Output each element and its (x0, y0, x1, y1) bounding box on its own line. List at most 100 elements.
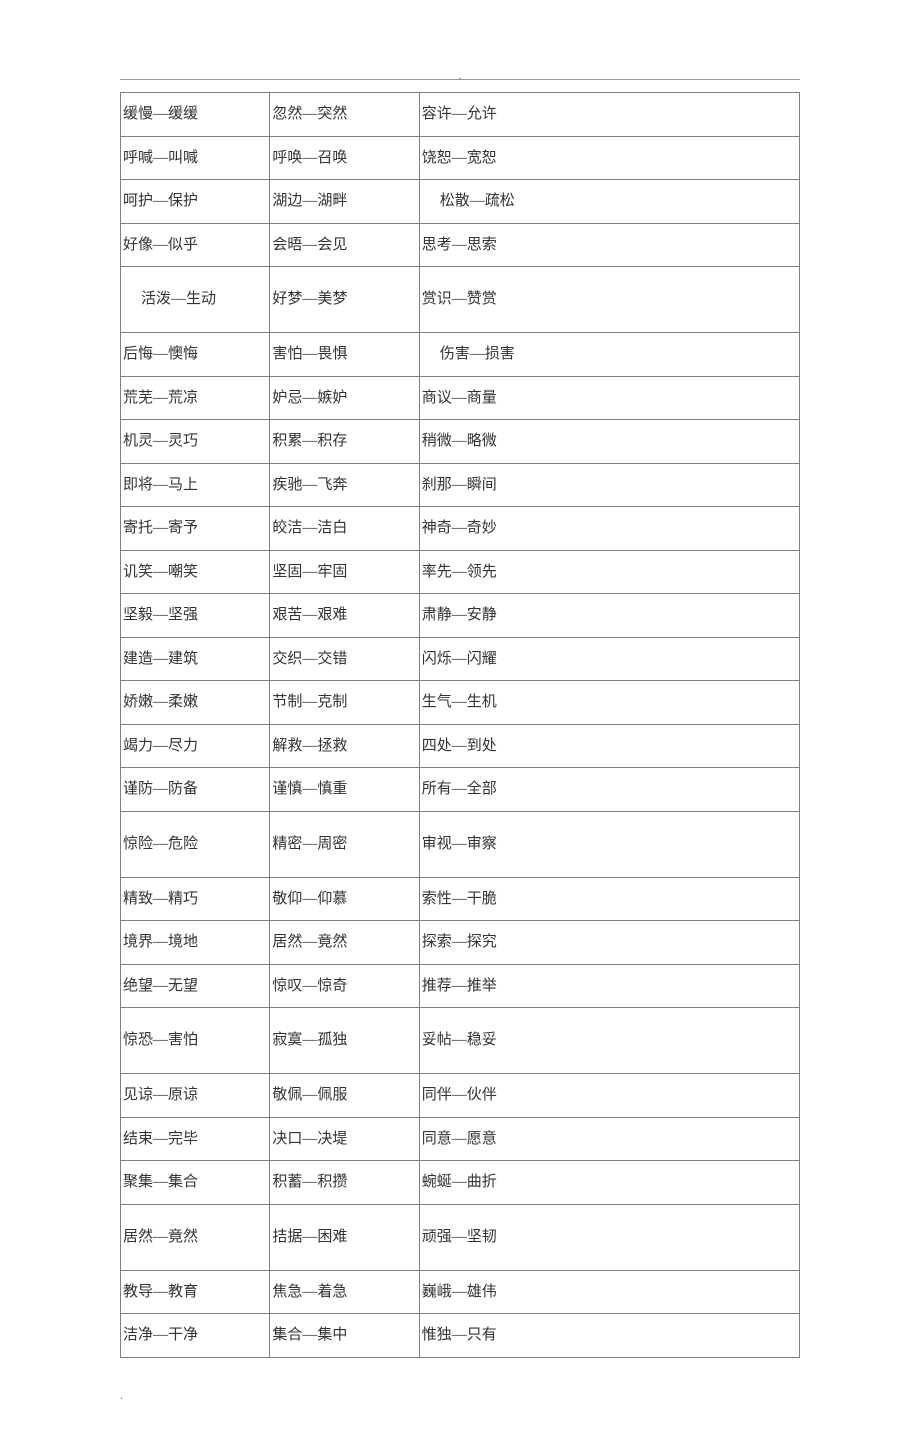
table-row: 惊险—危险精密—周密审视—审察 (121, 811, 800, 877)
table-cell: 稍微—略微 (419, 420, 799, 464)
table-cell: 精密—周密 (270, 811, 419, 877)
table-cell: 湖边—湖畔 (270, 180, 419, 224)
table-cell: 饶恕—宽恕 (419, 136, 799, 180)
table-row: 讥笑—嘲笑坚固—牢固率先—领先 (121, 550, 800, 594)
table-row: 缓慢—缓缓忽然—突然容许—允许 (121, 93, 800, 137)
table-row: 寄托—寄予皎洁—洁白神奇—奇妙 (121, 507, 800, 551)
table-cell: 绝望—无望 (121, 964, 270, 1008)
table-cell: 娇嫩—柔嫩 (121, 681, 270, 725)
table-cell: 即将—马上 (121, 463, 270, 507)
table-cell: 居然—竟然 (270, 921, 419, 965)
table-row: 结束—完毕决口—决堤同意—愿意 (121, 1117, 800, 1161)
table-cell: 妒忌—嫉妒 (270, 376, 419, 420)
table-cell: 呼喊—叫喊 (121, 136, 270, 180)
table-row: 即将—马上疾驰—飞奔刹那—瞬间 (121, 463, 800, 507)
table-row: 精致—精巧敬仰—仰慕索性—干脆 (121, 877, 800, 921)
table-cell: 忽然—突然 (270, 93, 419, 137)
table-row: 后悔—懊悔害怕—畏惧伤害—损害 (121, 333, 800, 377)
table-cell: 审视—审察 (419, 811, 799, 877)
table-cell: 伤害—损害 (419, 333, 799, 377)
cell-text: 松散—疏松 (422, 190, 515, 213)
table-cell: 寄托—寄予 (121, 507, 270, 551)
table-cell: 积累—积存 (270, 420, 419, 464)
table-cell: 呵护—保护 (121, 180, 270, 224)
table-cell: 巍峨—雄伟 (419, 1270, 799, 1314)
table-cell: 惊恐—害怕 (121, 1008, 270, 1074)
table-cell: 建造—建筑 (121, 637, 270, 681)
table-cell: 同意—愿意 (419, 1117, 799, 1161)
table-cell: 刹那—瞬间 (419, 463, 799, 507)
page-footer: . (120, 1388, 800, 1403)
table-cell: 生气—生机 (419, 681, 799, 725)
table-row: 呵护—保护湖边—湖畔松散—疏松 (121, 180, 800, 224)
table-cell: 解救—拯救 (270, 724, 419, 768)
table-cell: 惟独—只有 (419, 1314, 799, 1358)
table-cell: 谨慎—慎重 (270, 768, 419, 812)
table-cell: 敬仰—仰慕 (270, 877, 419, 921)
table-row: 洁净—干净集合—集中惟独—只有 (121, 1314, 800, 1358)
table-row: 见谅—原谅敬佩—佩服同伴—伙伴 (121, 1074, 800, 1118)
table-row: 聚集—集合积蓄—积攒蜿蜒—曲折 (121, 1161, 800, 1205)
table-cell: 惊叹—惊奇 (270, 964, 419, 1008)
table-cell: 积蓄—积攒 (270, 1161, 419, 1205)
table-cell: 皎洁—洁白 (270, 507, 419, 551)
table-cell: 机灵—灵巧 (121, 420, 270, 464)
table-cell: 精致—精巧 (121, 877, 270, 921)
table-row: 荒芜—荒凉妒忌—嫉妒商议—商量 (121, 376, 800, 420)
table-cell: 焦急—着急 (270, 1270, 419, 1314)
table-cell: 拮据—困难 (270, 1204, 419, 1270)
table-cell: 呼唤—召唤 (270, 136, 419, 180)
table-cell: 讥笑—嘲笑 (121, 550, 270, 594)
table-cell: 所有—全部 (419, 768, 799, 812)
table-row: 机灵—灵巧积累—积存稍微—略微 (121, 420, 800, 464)
table-row: 呼喊—叫喊呼唤—召唤饶恕—宽恕 (121, 136, 800, 180)
table-cell: 结束—完毕 (121, 1117, 270, 1161)
table-cell: 顽强—坚韧 (419, 1204, 799, 1270)
table-row: 教导—教育焦急—着急巍峨—雄伟 (121, 1270, 800, 1314)
table-cell: 肃静—安静 (419, 594, 799, 638)
table-cell: 坚固—牢固 (270, 550, 419, 594)
table-row: 好像—似乎会晤—会见思考—思索 (121, 223, 800, 267)
footer-dot: . (120, 1388, 123, 1402)
table-cell: 后悔—懊悔 (121, 333, 270, 377)
table-cell: 决口—决堤 (270, 1117, 419, 1161)
table-cell: 惊险—危险 (121, 811, 270, 877)
table-row: 惊恐—害怕寂寞—孤独妥帖—稳妥 (121, 1008, 800, 1074)
table-cell: 蜿蜒—曲折 (419, 1161, 799, 1205)
table-cell: 探索—探究 (419, 921, 799, 965)
table-row: 竭力—尽力解救—拯救四处—到处 (121, 724, 800, 768)
synonym-table: 缓慢—缓缓忽然—突然容许—允许呼喊—叫喊呼唤—召唤饶恕—宽恕呵护—保护湖边—湖畔… (120, 92, 800, 1358)
table-cell: 教导—教育 (121, 1270, 270, 1314)
table-cell: 妥帖—稳妥 (419, 1008, 799, 1074)
table-row: 谨防—防备谨慎—慎重所有—全部 (121, 768, 800, 812)
page-header: . (120, 60, 800, 80)
table-cell: 闪烁—闪耀 (419, 637, 799, 681)
table-cell: 见谅—原谅 (121, 1074, 270, 1118)
table-cell: 同伴—伙伴 (419, 1074, 799, 1118)
table-cell: 居然—竟然 (121, 1204, 270, 1270)
table-row: 娇嫩—柔嫩节制—克制生气—生机 (121, 681, 800, 725)
table-row: 建造—建筑交织—交错闪烁—闪耀 (121, 637, 800, 681)
table-cell: 竭力—尽力 (121, 724, 270, 768)
table-cell: 神奇—奇妙 (419, 507, 799, 551)
table-body: 缓慢—缓缓忽然—突然容许—允许呼喊—叫喊呼唤—召唤饶恕—宽恕呵护—保护湖边—湖畔… (121, 93, 800, 1358)
header-dot: . (459, 68, 462, 83)
table-cell: 四处—到处 (419, 724, 799, 768)
table-cell: 赏识—赞赏 (419, 267, 799, 333)
table-cell: 缓慢—缓缓 (121, 93, 270, 137)
table-cell: 节制—克制 (270, 681, 419, 725)
table-row: 活泼—生动好梦—美梦赏识—赞赏 (121, 267, 800, 333)
table-cell: 率先—领先 (419, 550, 799, 594)
table-cell: 境界—境地 (121, 921, 270, 965)
cell-text: 伤害—损害 (422, 343, 515, 366)
table-cell: 好像—似乎 (121, 223, 270, 267)
table-row: 居然—竟然拮据—困难顽强—坚韧 (121, 1204, 800, 1270)
table-cell: 会晤—会见 (270, 223, 419, 267)
table-cell: 集合—集中 (270, 1314, 419, 1358)
table-cell: 松散—疏松 (419, 180, 799, 224)
table-cell: 容许—允许 (419, 93, 799, 137)
table-row: 境界—境地居然—竟然探索—探究 (121, 921, 800, 965)
cell-text: 活泼—生动 (123, 288, 216, 311)
table-cell: 艰苦—艰难 (270, 594, 419, 638)
table-cell: 聚集—集合 (121, 1161, 270, 1205)
